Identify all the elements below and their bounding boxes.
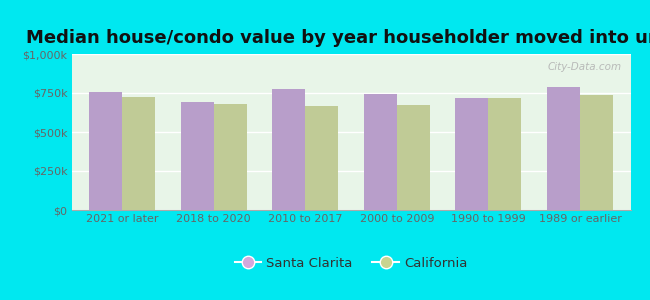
Title: Median house/condo value by year householder moved into unit: Median house/condo value by year househo… [26,29,650,47]
Bar [364,94,396,210]
Bar [272,89,305,210]
Legend: Santa Clarita, California: Santa Clarita, California [229,252,473,275]
Bar [456,98,488,210]
Bar [181,102,214,210]
Bar [214,104,246,210]
Text: City-Data.com: City-Data.com [548,62,622,72]
Bar [547,87,580,210]
Bar [122,97,155,210]
Bar [306,106,338,210]
Bar [89,92,122,210]
Bar [488,98,521,210]
Bar [396,105,430,210]
Bar [580,94,613,210]
